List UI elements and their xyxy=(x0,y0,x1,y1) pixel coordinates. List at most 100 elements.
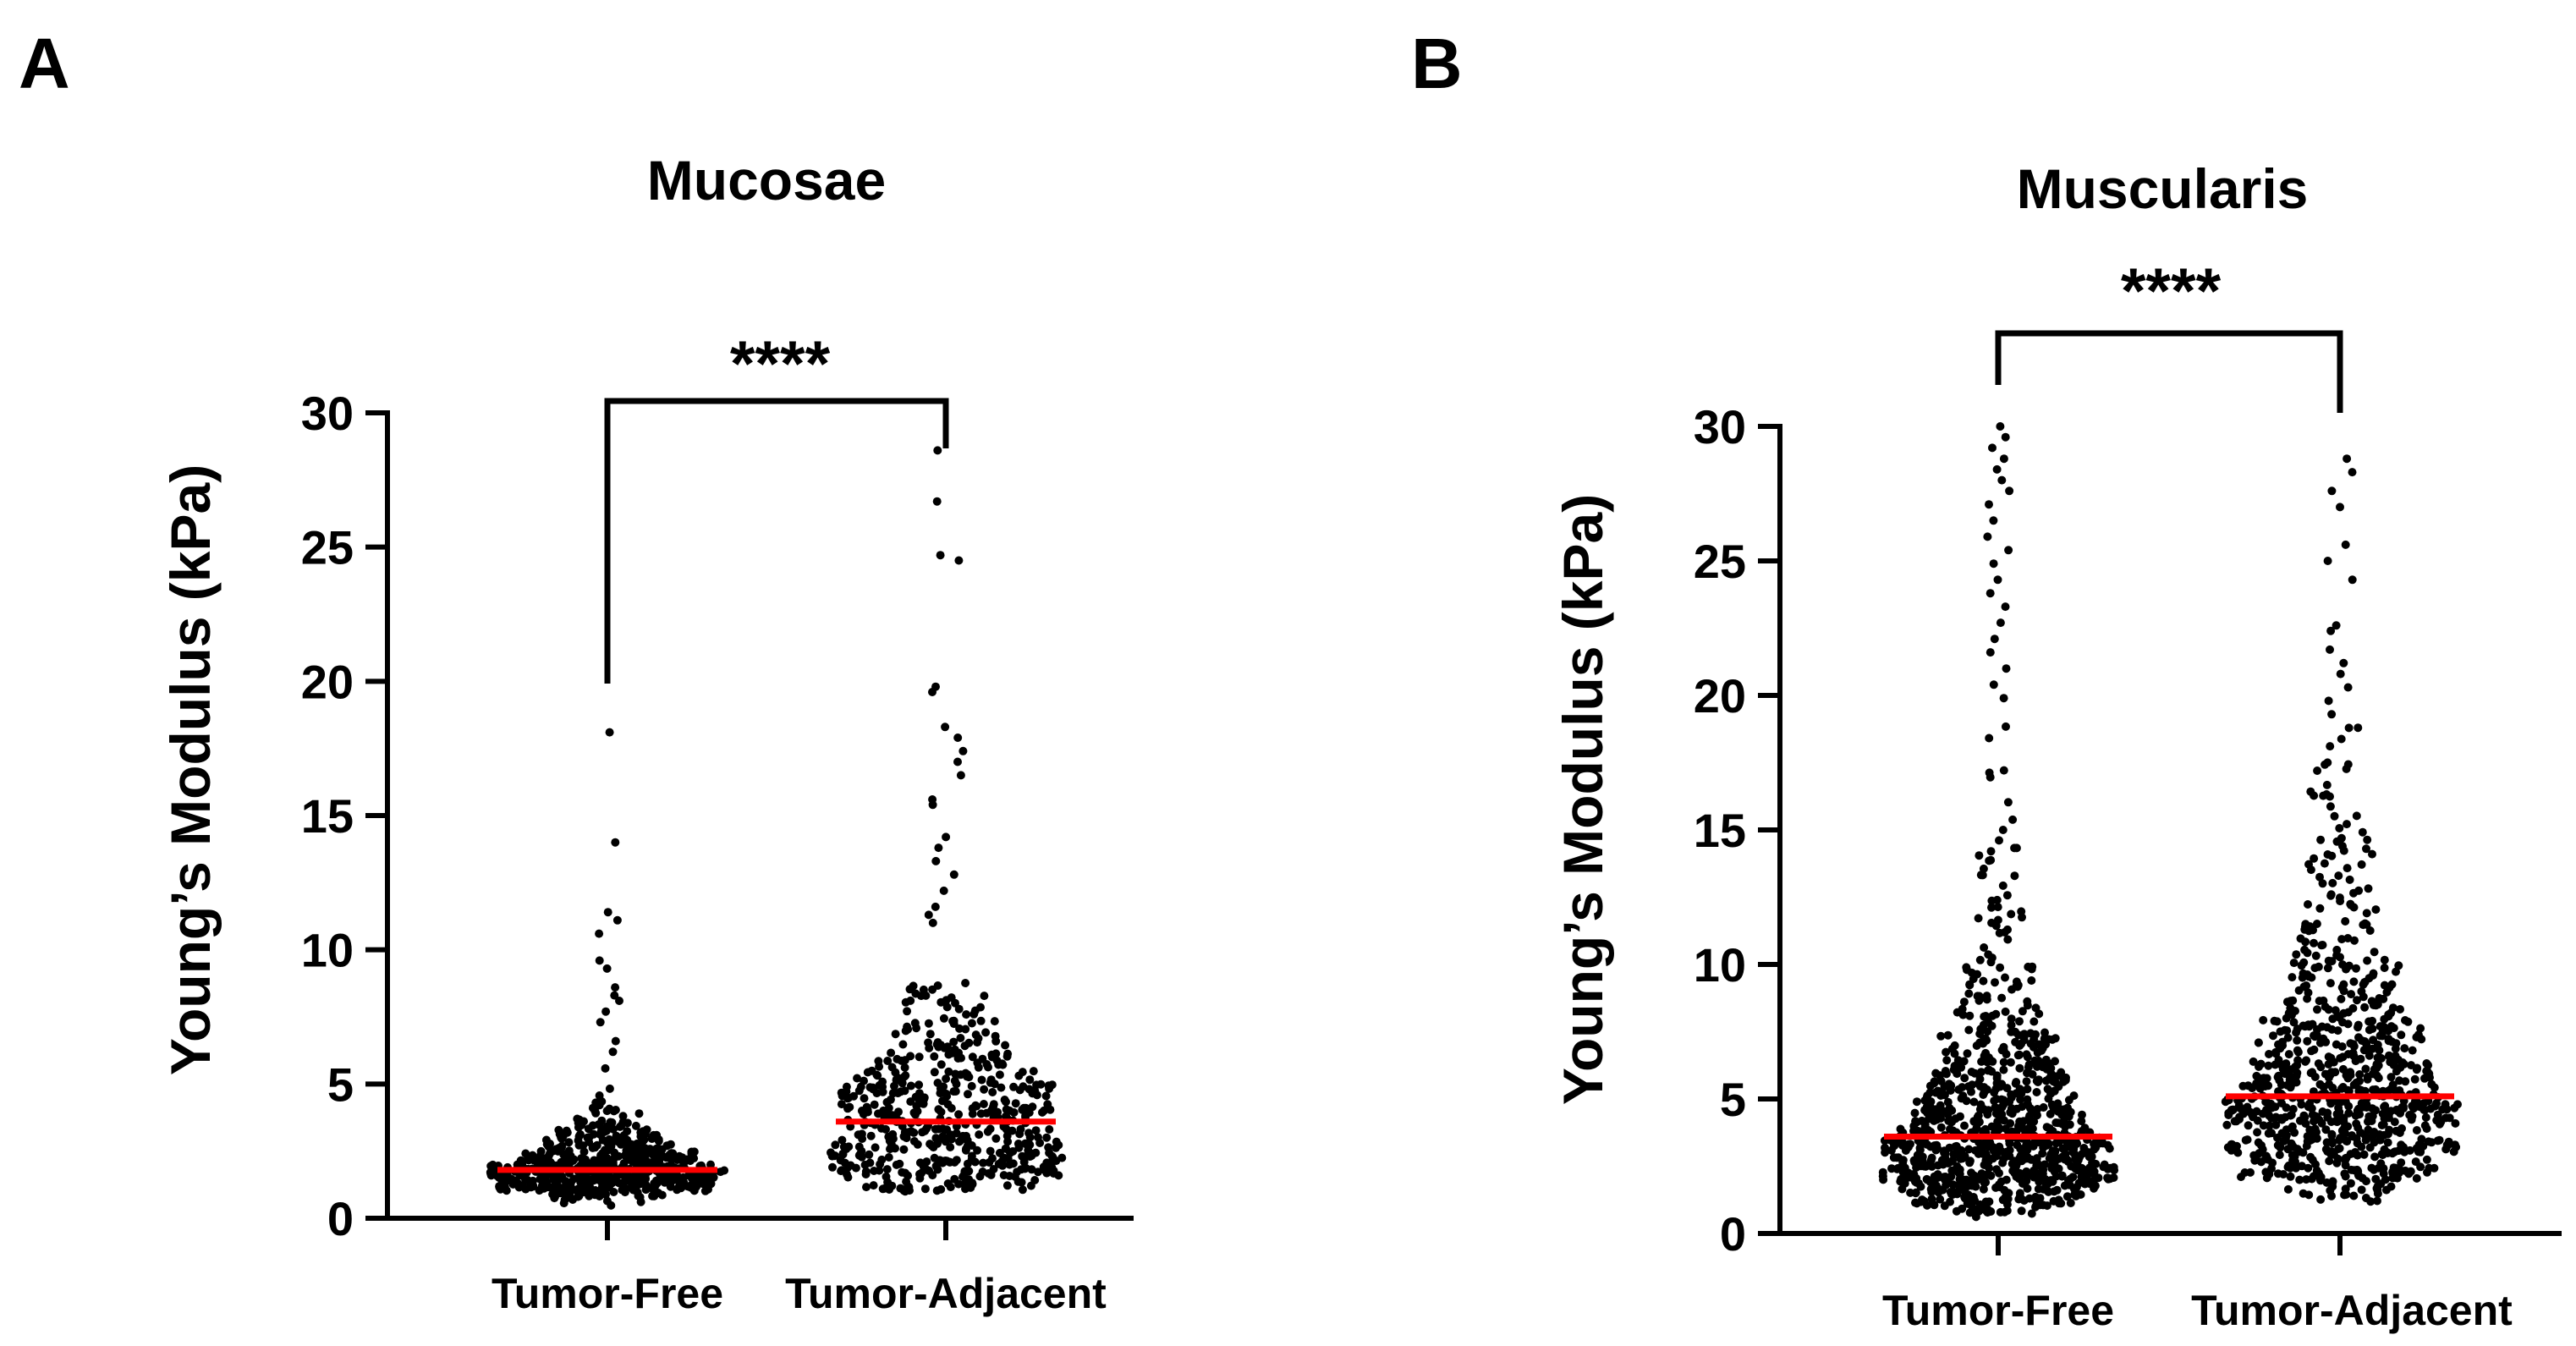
data-point xyxy=(2347,990,2356,999)
data-point xyxy=(2343,1085,2353,1095)
data-point xyxy=(958,1131,968,1140)
data-point xyxy=(979,1158,988,1167)
data-point xyxy=(2378,1109,2387,1118)
data-point xyxy=(579,1141,588,1151)
data-point xyxy=(2303,948,2312,958)
data-point xyxy=(973,1145,982,1155)
data-point xyxy=(933,446,942,455)
data-point xyxy=(2013,1140,2022,1150)
data-point xyxy=(680,1181,689,1190)
data-point xyxy=(573,1114,582,1123)
data-point xyxy=(1931,1088,1941,1097)
data-point xyxy=(2043,1085,2052,1094)
data-point xyxy=(2066,1199,2075,1207)
data-point xyxy=(2018,1007,2027,1016)
data-point xyxy=(947,993,956,1003)
data-point xyxy=(2024,1113,2034,1123)
data-point xyxy=(1976,1068,1986,1077)
y-tick-label: 25 xyxy=(301,521,354,574)
data-point xyxy=(986,1075,996,1085)
data-point xyxy=(1045,1084,1054,1093)
data-point xyxy=(2004,546,2013,555)
data-point xyxy=(1982,1150,1991,1159)
data-point xyxy=(931,1124,940,1134)
data-point xyxy=(2383,1149,2392,1157)
data-point xyxy=(2271,1120,2281,1129)
data-point xyxy=(2002,891,2012,900)
data-point xyxy=(1900,1163,1909,1173)
data-point xyxy=(1911,1173,1920,1183)
data-point xyxy=(1975,1138,1983,1147)
category-label-tumor-free: Tumor-Free xyxy=(492,1270,723,1317)
significance-bracket xyxy=(604,398,949,684)
data-point xyxy=(1969,1171,1979,1180)
data-point xyxy=(1999,766,2008,775)
data-point xyxy=(2051,1118,2061,1127)
data-point xyxy=(2304,900,2312,909)
data-point xyxy=(655,1156,664,1166)
data-point xyxy=(2019,1196,2029,1205)
data-point xyxy=(932,497,942,506)
data-point xyxy=(2253,1128,2262,1137)
data-point xyxy=(2032,1169,2041,1178)
data-point xyxy=(954,1004,964,1014)
data-point xyxy=(2037,1163,2046,1173)
data-point xyxy=(603,908,612,917)
data-point xyxy=(2341,917,2350,926)
data-point xyxy=(1896,1177,1905,1186)
data-point xyxy=(920,1184,930,1194)
data-point xyxy=(531,1156,541,1165)
data-point xyxy=(899,1186,909,1195)
data-point xyxy=(906,1052,915,1061)
data-point xyxy=(2362,844,2370,854)
data-point xyxy=(1930,1077,1939,1086)
data-point xyxy=(2304,1190,2314,1200)
data-point xyxy=(941,722,950,732)
data-point xyxy=(2073,1190,2083,1199)
data-point xyxy=(853,1074,862,1083)
data-point xyxy=(1009,1108,1019,1117)
data-point xyxy=(2380,955,2389,964)
data-point xyxy=(906,996,915,1005)
data-point xyxy=(2023,1052,2032,1062)
data-point xyxy=(985,1158,994,1167)
data-point xyxy=(2307,1104,2316,1113)
data-point xyxy=(938,1124,947,1134)
data-point xyxy=(2319,1034,2328,1043)
data-point xyxy=(2288,1122,2297,1131)
data-point xyxy=(2275,1151,2284,1160)
data-point xyxy=(2287,1139,2296,1148)
data-point xyxy=(898,1167,907,1177)
data-point xyxy=(843,1173,853,1182)
data-point xyxy=(890,1081,898,1091)
data-point xyxy=(2308,1068,2317,1077)
data-point xyxy=(2299,982,2309,992)
data-point xyxy=(1940,1082,1949,1091)
data-point xyxy=(2049,1196,2058,1206)
data-point xyxy=(1002,1144,1011,1153)
data-point xyxy=(2286,1083,2295,1092)
data-point xyxy=(2408,1102,2417,1111)
y-tick-label: 10 xyxy=(301,924,354,977)
data-point xyxy=(994,1159,1003,1168)
data-point xyxy=(2035,1177,2044,1186)
data-point xyxy=(597,1183,607,1192)
data-point xyxy=(2310,854,2319,863)
data-point xyxy=(2058,1144,2068,1153)
data-point xyxy=(1979,976,1988,986)
data-point xyxy=(1982,1036,1991,1045)
data-point xyxy=(2332,621,2341,630)
data-point xyxy=(986,1146,995,1156)
data-point xyxy=(1878,1172,1887,1181)
data-point xyxy=(2361,1064,2370,1074)
data-point xyxy=(882,1097,892,1107)
data-point xyxy=(2334,871,2343,881)
data-point xyxy=(1953,1150,1962,1158)
data-point xyxy=(2360,919,2370,928)
data-point xyxy=(2352,811,2361,821)
data-point xyxy=(2100,1160,2109,1169)
data-point xyxy=(611,983,620,992)
data-point xyxy=(2345,875,2354,884)
data-point xyxy=(903,1007,912,1016)
data-point xyxy=(2352,1078,2361,1087)
